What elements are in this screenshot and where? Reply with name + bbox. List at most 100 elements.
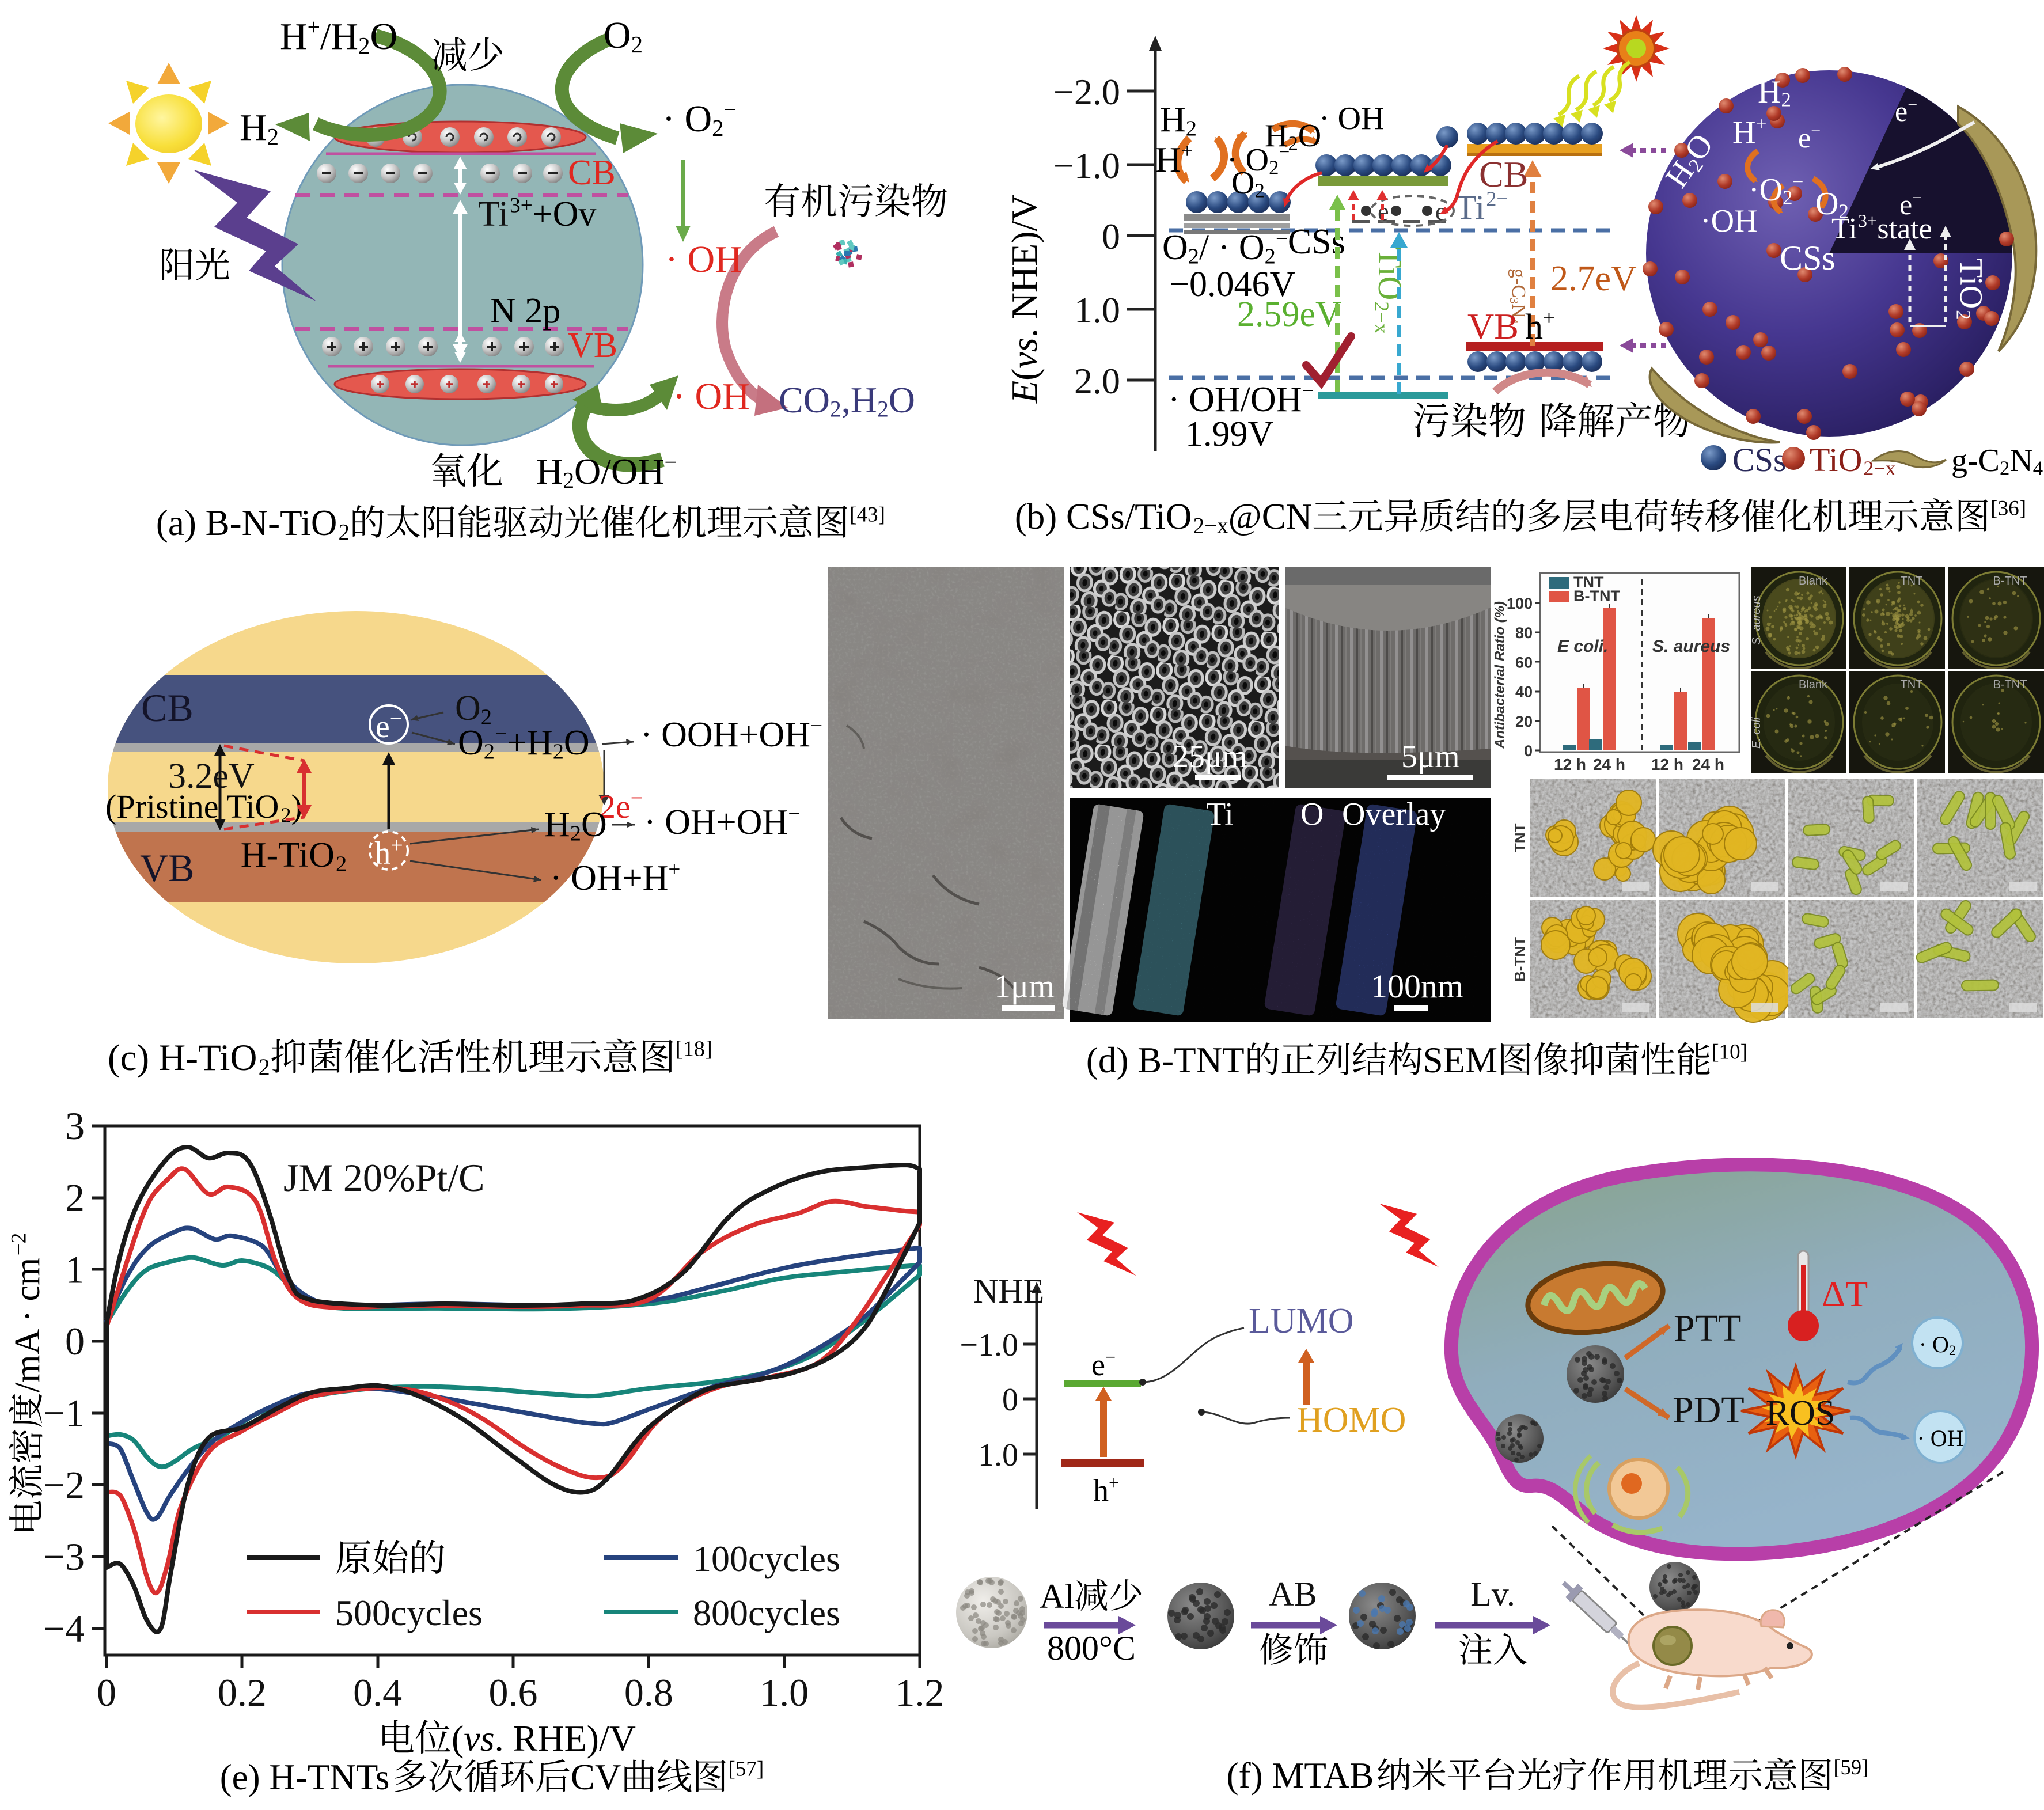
svg-text:−3: −3: [43, 1535, 85, 1578]
svg-text:+: +: [1181, 139, 1193, 163]
svg-text:Blank: Blank: [1799, 575, 1828, 587]
svg-text:B-TNT: B-TNT: [1993, 575, 2027, 587]
svg-text:1.99V: 1.99V: [1185, 415, 1274, 454]
svg-text:0: 0: [65, 1319, 85, 1363]
svg-text:2−: 2−: [1486, 187, 1508, 210]
svg-text:−: −: [1908, 95, 1917, 114]
svg-text:2.0: 2.0: [1074, 361, 1120, 401]
svg-text:1.0: 1.0: [1074, 290, 1120, 331]
svg-text:2: 2: [1952, 310, 1974, 320]
svg-text:2: 2: [1186, 116, 1197, 141]
svg-text:500cycles: 500cycles: [335, 1592, 483, 1633]
svg-text:VB: VB: [140, 846, 194, 890]
svg-text:2: 2: [877, 397, 889, 422]
svg-text:H: H: [240, 107, 267, 149]
svg-text:(b) CSs/TiO: (b) CSs/TiO: [1015, 496, 1192, 537]
svg-text:g-C: g-C: [1508, 268, 1529, 298]
svg-text:vs: vs: [1004, 337, 1045, 368]
svg-text:H: H: [1758, 74, 1781, 110]
svg-text:. NHE)/V: . NHE)/V: [1004, 194, 1045, 337]
svg-text:CV: CV: [571, 1757, 621, 1797]
svg-text:−1: −1: [43, 1391, 85, 1435]
svg-text:/ · O: / · O: [1199, 228, 1265, 267]
svg-text:e: e: [1378, 198, 1389, 226]
svg-text:12 h: 12 h: [1554, 756, 1586, 773]
svg-text:CO: CO: [779, 380, 830, 420]
svg-text:LUMO: LUMO: [1249, 1301, 1354, 1341]
svg-text:H: H: [544, 805, 570, 844]
svg-text:+: +: [668, 857, 680, 881]
svg-text:2: 2: [553, 739, 564, 764]
svg-text:B-TNT: B-TNT: [1511, 937, 1529, 982]
svg-text:H-TiO: H-TiO: [241, 836, 335, 875]
svg-text:(a) B-N-TiO: (a) B-N-TiO: [156, 503, 337, 543]
svg-text:25μm: 25μm: [1173, 739, 1247, 775]
svg-text:· OH: · OH: [1319, 101, 1385, 136]
svg-text:AB: AB: [1269, 1575, 1317, 1613]
svg-text:N: N: [2009, 443, 2032, 479]
svg-text:80: 80: [1515, 624, 1533, 642]
svg-text:ΔT: ΔT: [1822, 1273, 1868, 1314]
svg-text:· O: · O: [1919, 1331, 1949, 1357]
svg-text:−: −: [1811, 122, 1821, 141]
svg-text:2−x: 2−x: [1370, 301, 1393, 333]
svg-text:2: 2: [1838, 200, 1848, 223]
svg-text:H: H: [280, 16, 308, 58]
svg-text:2: 2: [1188, 244, 1199, 268]
svg-text:· O: · O: [1227, 142, 1269, 178]
svg-text:· OH+OH: · OH+OH: [644, 803, 788, 842]
svg-text:−1.0: −1.0: [960, 1327, 1018, 1363]
svg-text:+: +: [390, 833, 403, 857]
svg-text:·OH: ·OH: [1700, 203, 1758, 239]
svg-text:2: 2: [280, 803, 291, 826]
svg-text:−: −: [631, 786, 643, 810]
svg-text:CB: CB: [141, 686, 194, 730]
svg-text:PTT: PTT: [1674, 1307, 1741, 1349]
svg-text:2: 2: [267, 124, 279, 150]
svg-text:−: −: [724, 97, 737, 122]
svg-text:3: 3: [1507, 298, 1521, 304]
svg-text:2.7eV: 2.7eV: [1550, 259, 1637, 298]
svg-text:+: +: [1109, 1473, 1119, 1493]
svg-text:2: 2: [563, 468, 574, 494]
svg-text:TNT: TNT: [1901, 575, 1923, 587]
svg-text:40: 40: [1515, 684, 1533, 701]
svg-text:g-C: g-C: [1951, 443, 2000, 479]
svg-text:2: 2: [1265, 244, 1276, 268]
svg-text:· OH: · OH: [1917, 1425, 1963, 1451]
svg-text:[57]: [57]: [728, 1757, 764, 1781]
svg-text:1: 1: [65, 1247, 85, 1291]
svg-text:3+: 3+: [1858, 211, 1877, 231]
svg-text:[18]: [18]: [676, 1037, 712, 1061]
svg-text:5μm: 5μm: [1401, 739, 1460, 775]
svg-text:−2.0: −2.0: [1053, 71, 1120, 112]
svg-text:−: −: [1276, 227, 1288, 251]
svg-text:Ti: Ti: [1455, 188, 1485, 226]
svg-text:2: 2: [259, 1054, 270, 1080]
svg-text:CB: CB: [568, 153, 616, 192]
svg-text:1.2: 1.2: [896, 1671, 945, 1714]
svg-text:+: +: [1543, 306, 1555, 330]
svg-text:O: O: [1300, 796, 1324, 832]
svg-text:TNT: TNT: [1901, 678, 1923, 691]
svg-text:−: −: [1912, 188, 1922, 207]
svg-text:O: O: [1162, 228, 1188, 267]
svg-text:JM 20%Pt/C: JM 20%Pt/C: [283, 1156, 485, 1200]
svg-text:TNT: TNT: [1573, 574, 1604, 591]
svg-text:−: −: [788, 802, 800, 825]
svg-text:100: 100: [1507, 595, 1533, 612]
svg-text:N 2p: N 2p: [490, 291, 560, 331]
svg-text:state: state: [1877, 213, 1932, 245]
svg-text:TiO: TiO: [1371, 248, 1409, 300]
svg-text:Overlay: Overlay: [1342, 796, 1446, 832]
svg-text:E: E: [1004, 381, 1045, 404]
svg-text:O: O: [1298, 118, 1321, 154]
svg-text:H: H: [1155, 141, 1181, 180]
svg-text:2−x: 2−x: [1193, 514, 1229, 538]
svg-text:0: 0: [1002, 1382, 1018, 1418]
svg-text:N: N: [1508, 304, 1529, 318]
svg-text:e: e: [376, 709, 390, 745]
svg-text:B-TNT: B-TNT: [1573, 587, 1620, 605]
svg-text:2: 2: [481, 705, 492, 729]
svg-text:H: H: [1732, 115, 1755, 150]
